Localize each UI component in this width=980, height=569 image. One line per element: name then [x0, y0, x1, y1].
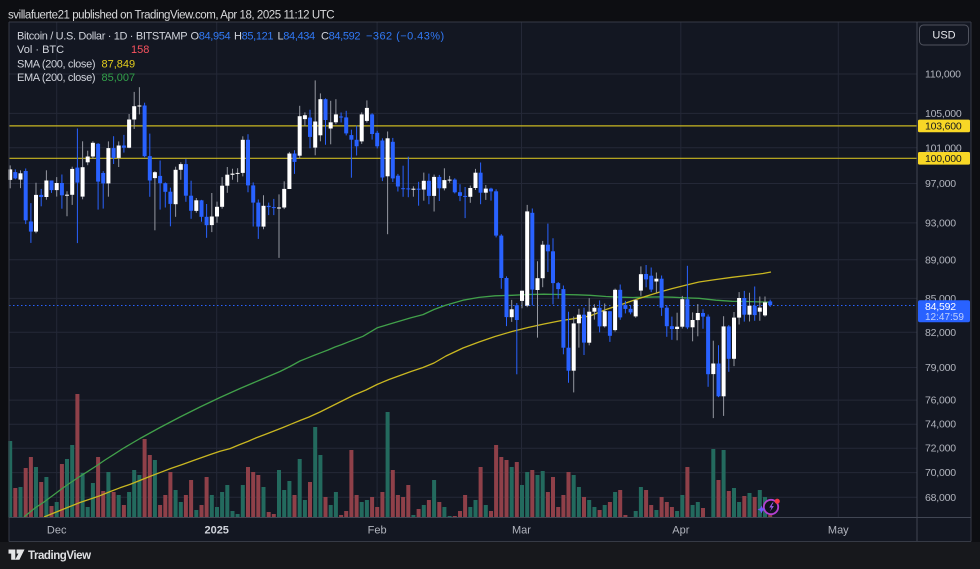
svg-text:79,000: 79,000: [925, 362, 956, 374]
svg-text:Vol · BTC: Vol · BTC: [17, 44, 64, 56]
svg-text:97,000: 97,000: [925, 178, 956, 190]
svg-text:110,000: 110,000: [925, 69, 961, 81]
svg-text:100,000: 100,000: [925, 153, 962, 165]
svg-text:105,000: 105,000: [925, 108, 962, 120]
svg-text:89,000: 89,000: [925, 254, 956, 266]
svg-text:103,600: 103,600: [925, 121, 962, 133]
svg-text:EMA (200, close): EMA (200, close): [17, 72, 95, 84]
svg-text:SMA (200, close): SMA (200, close): [17, 58, 95, 70]
svg-text:May: May: [828, 525, 849, 537]
svg-text:72,000: 72,000: [925, 443, 956, 455]
svg-text:87,849: 87,849: [102, 58, 136, 70]
svg-text:158: 158: [131, 44, 149, 56]
svg-text:76,000: 76,000: [925, 395, 956, 407]
svg-text:Dec: Dec: [47, 525, 67, 537]
svg-text:Apr: Apr: [672, 525, 689, 537]
svg-text:Feb: Feb: [368, 525, 387, 537]
svg-text:68,000: 68,000: [925, 492, 956, 504]
svg-text:74,000: 74,000: [925, 419, 956, 431]
svg-text:2025: 2025: [204, 525, 228, 537]
svg-text:101,000: 101,000: [925, 142, 962, 154]
svg-text:84,592: 84,592: [925, 301, 956, 313]
svg-text:svillafuerte21 published on Tr: svillafuerte21 published on TradingView.…: [8, 10, 334, 22]
svg-text:TradingView: TradingView: [28, 550, 91, 562]
svg-text:70,000: 70,000: [925, 467, 956, 479]
svg-text:85,007: 85,007: [102, 72, 136, 84]
svg-text:Bitcoin / U.S. Dollar · 1D · B: Bitcoin / U.S. Dollar · 1D · BITSTAMP: [17, 31, 187, 43]
svg-text:Mar: Mar: [512, 525, 531, 537]
svg-text:12:47:59: 12:47:59: [925, 312, 964, 323]
svg-text:93,000: 93,000: [925, 217, 956, 229]
svg-text:USD: USD: [932, 30, 955, 42]
svg-text:82,000: 82,000: [925, 327, 956, 339]
